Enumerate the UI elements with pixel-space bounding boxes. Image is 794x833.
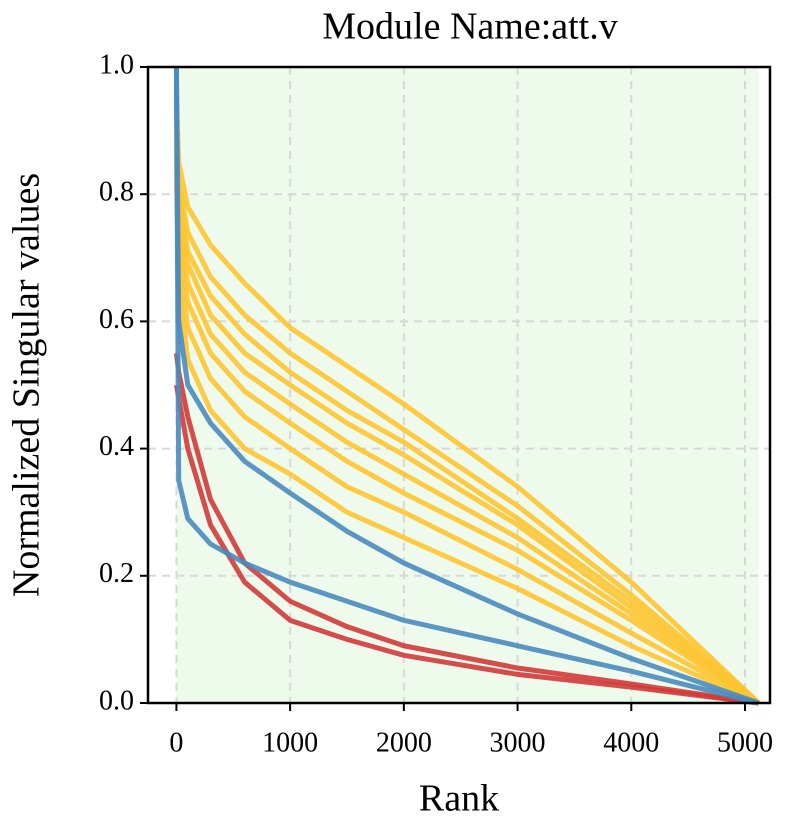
series-line [173, 66, 760, 706]
x-tick-label: 1000 [262, 727, 318, 758]
x-tick-label: 5000 [717, 727, 773, 758]
plot-frame [146, 65, 772, 705]
series-line [173, 352, 759, 706]
y-tick-label: 0.4 [99, 431, 134, 462]
series-line [173, 384, 759, 706]
y-tick-label: 0.6 [99, 304, 134, 335]
x-tick-label: 4000 [603, 727, 659, 758]
x-tick-label: 3000 [490, 727, 546, 758]
y-tick-label: 1.0 [99, 49, 134, 80]
x-tick-label: 0 [169, 727, 183, 758]
chart-title: Module Name:att.v [322, 6, 617, 48]
y-tick-label: 0.8 [99, 177, 134, 208]
x-tick-label: 2000 [376, 727, 432, 758]
series-line [173, 111, 761, 705]
y-tick-label: 0.2 [99, 558, 134, 589]
series-line [173, 155, 760, 706]
series-line [173, 168, 760, 706]
series-line [173, 181, 760, 706]
shaded-region [176, 67, 759, 703]
y-axis-label: Normalized Singular values [6, 173, 48, 597]
series-line [173, 98, 761, 705]
series-line [173, 143, 761, 706]
y-tick-label: 0.0 [99, 685, 134, 716]
series-line [173, 66, 760, 706]
x-axis-label: Rank [419, 778, 499, 820]
